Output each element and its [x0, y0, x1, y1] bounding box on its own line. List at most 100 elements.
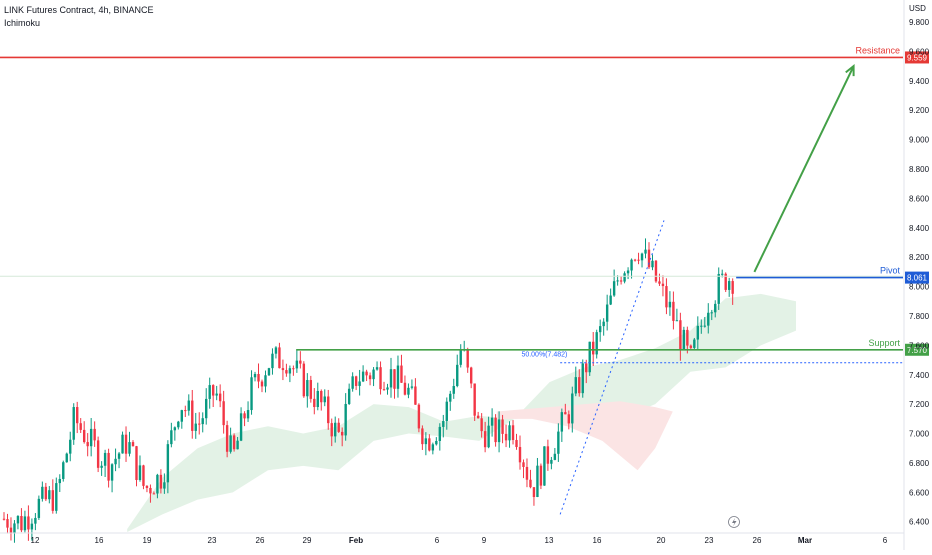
candle-body — [619, 280, 623, 282]
candle-body — [682, 329, 686, 350]
y-tick-label: 8.400 — [909, 224, 930, 233]
y-tick-label: 7.000 — [909, 430, 930, 439]
candle-body — [480, 418, 483, 432]
candle-body — [271, 353, 274, 369]
pivot-price-text: 8.061 — [907, 274, 928, 283]
candle-body — [156, 474, 159, 494]
candle-body — [9, 527, 13, 534]
candle-body — [163, 482, 166, 489]
candle-body — [616, 280, 619, 282]
projection-arrow[interactable] — [753, 65, 855, 273]
candle-body — [117, 453, 121, 459]
x-tick-label: 13 — [545, 536, 554, 545]
candle-body — [23, 516, 27, 531]
y-tick-label: 9.200 — [909, 106, 930, 115]
candle-body — [438, 426, 442, 441]
candle-body — [229, 435, 232, 452]
y-tick-label: 8.800 — [909, 165, 930, 174]
candle-body — [51, 490, 55, 511]
candle-body — [121, 434, 124, 454]
candle-body — [654, 260, 658, 282]
candle-body — [511, 425, 515, 440]
candle-body — [686, 329, 689, 346]
candle-body — [633, 259, 637, 261]
candle-body — [647, 249, 651, 268]
candle-body — [626, 270, 630, 274]
x-tick-label: 23 — [705, 536, 714, 545]
candle-body — [347, 388, 351, 404]
candle-body — [640, 253, 644, 261]
candle-body — [452, 386, 455, 394]
candle-body — [267, 368, 271, 376]
candle-body — [389, 369, 393, 388]
candle-body — [661, 283, 665, 287]
candle-body — [37, 498, 41, 518]
candle-body — [260, 381, 264, 387]
candle-body — [469, 367, 473, 384]
resistance-price-text: 9.559 — [907, 53, 928, 62]
candle-body — [550, 459, 553, 464]
candle-body — [243, 413, 246, 419]
candle-body — [494, 417, 497, 443]
candle-body — [393, 369, 396, 389]
candle-body — [483, 431, 487, 448]
candle-body — [609, 295, 612, 305]
candle-body — [295, 360, 299, 369]
candle-body — [431, 444, 435, 451]
x-tick-label: 29 — [303, 536, 312, 545]
x-tick-label: 20 — [657, 536, 666, 545]
candle-body — [89, 428, 93, 447]
candle-body — [191, 400, 194, 431]
candle-body — [487, 425, 490, 448]
candle-body — [281, 368, 285, 371]
candle-body — [170, 430, 173, 445]
candle-body — [44, 486, 48, 500]
candle-body — [651, 260, 654, 268]
x-tick-label: 16 — [593, 536, 602, 545]
candle-body — [403, 382, 407, 395]
candle-body — [34, 517, 37, 524]
x-tick-label: 9 — [482, 536, 487, 545]
candle-body — [382, 389, 386, 391]
candle-body — [131, 442, 135, 447]
y-tick-label: 9.400 — [909, 77, 930, 86]
candle-body — [731, 281, 734, 294]
y-tick-label: 6.600 — [909, 488, 930, 497]
projection-arrow-head — [845, 64, 855, 77]
candle-body — [508, 425, 511, 441]
candle-body — [274, 347, 278, 354]
candle-body — [222, 401, 225, 426]
candle-body — [714, 303, 717, 313]
candle-body — [518, 447, 522, 463]
candle-body — [665, 286, 668, 308]
candle-body — [340, 431, 344, 436]
candle-body — [30, 523, 34, 530]
candle-body — [76, 407, 79, 424]
candle-body — [473, 383, 476, 416]
candle-body — [417, 404, 421, 429]
candle-body — [177, 421, 180, 428]
candle-body — [48, 490, 51, 500]
x-tick-label: Mar — [798, 536, 812, 545]
candle-body — [721, 273, 724, 275]
candle-body — [69, 439, 72, 454]
candle-body — [152, 493, 156, 495]
candle-body — [65, 453, 68, 463]
x-tick-label: Feb — [349, 536, 363, 545]
candle-body — [445, 401, 448, 422]
candle-body — [539, 465, 543, 486]
candle-body — [135, 446, 138, 480]
candle-body — [86, 442, 89, 447]
candle-body — [257, 373, 260, 382]
candle-body — [27, 516, 30, 530]
candle-body — [309, 380, 313, 399]
candle-body — [466, 348, 469, 368]
y-axis-currency: USD — [909, 4, 926, 13]
candle-body — [334, 422, 337, 437]
candle-body — [320, 390, 323, 403]
candle-body — [246, 410, 250, 419]
support-price-text: 7.570 — [907, 346, 928, 355]
candle-body — [693, 339, 696, 348]
